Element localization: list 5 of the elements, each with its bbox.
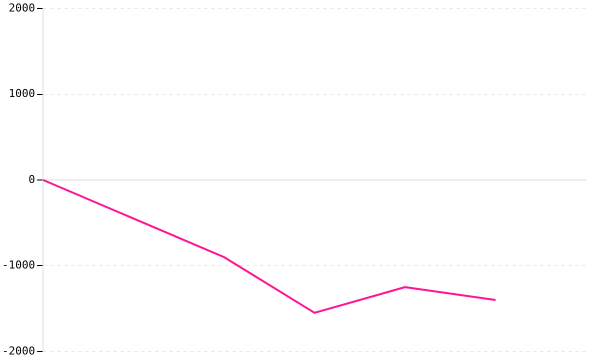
y-tick-label: -2000 [2,344,36,358]
y-tick-label: -1000 [2,258,36,272]
y-tick-label: 2000 [8,1,36,14]
y-tick-label: 1000 [8,87,36,100]
y-tick-label: 0 [28,172,36,186]
